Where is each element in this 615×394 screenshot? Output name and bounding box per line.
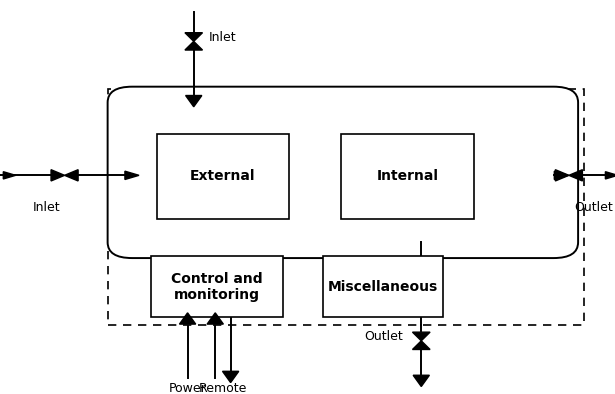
Polygon shape xyxy=(555,170,569,181)
Polygon shape xyxy=(413,341,430,349)
FancyBboxPatch shape xyxy=(108,87,578,258)
Bar xyxy=(157,134,289,219)
Text: Outlet: Outlet xyxy=(364,331,403,343)
Text: Control and
monitoring: Control and monitoring xyxy=(171,271,263,302)
Polygon shape xyxy=(207,313,223,324)
Polygon shape xyxy=(605,172,615,179)
Polygon shape xyxy=(3,172,15,179)
Text: External: External xyxy=(190,169,256,183)
Polygon shape xyxy=(413,375,429,387)
Polygon shape xyxy=(554,171,568,180)
Text: Inlet: Inlet xyxy=(209,31,237,44)
Bar xyxy=(108,89,584,325)
Polygon shape xyxy=(569,170,582,181)
Text: Outlet: Outlet xyxy=(574,201,613,214)
Polygon shape xyxy=(186,95,202,107)
Polygon shape xyxy=(223,371,239,383)
Polygon shape xyxy=(125,171,139,180)
Text: Power: Power xyxy=(169,382,207,394)
Text: Miscellaneous: Miscellaneous xyxy=(328,280,438,294)
Text: Inlet: Inlet xyxy=(33,201,60,214)
Text: Internal: Internal xyxy=(376,169,438,183)
Polygon shape xyxy=(185,41,202,50)
Polygon shape xyxy=(185,33,202,41)
Polygon shape xyxy=(65,170,78,181)
Polygon shape xyxy=(413,332,430,341)
Polygon shape xyxy=(180,313,196,324)
Text: Remote
instrument: Remote instrument xyxy=(189,382,257,394)
Polygon shape xyxy=(51,170,65,181)
Bar xyxy=(323,256,443,317)
Bar xyxy=(341,134,474,219)
Bar xyxy=(151,256,283,317)
